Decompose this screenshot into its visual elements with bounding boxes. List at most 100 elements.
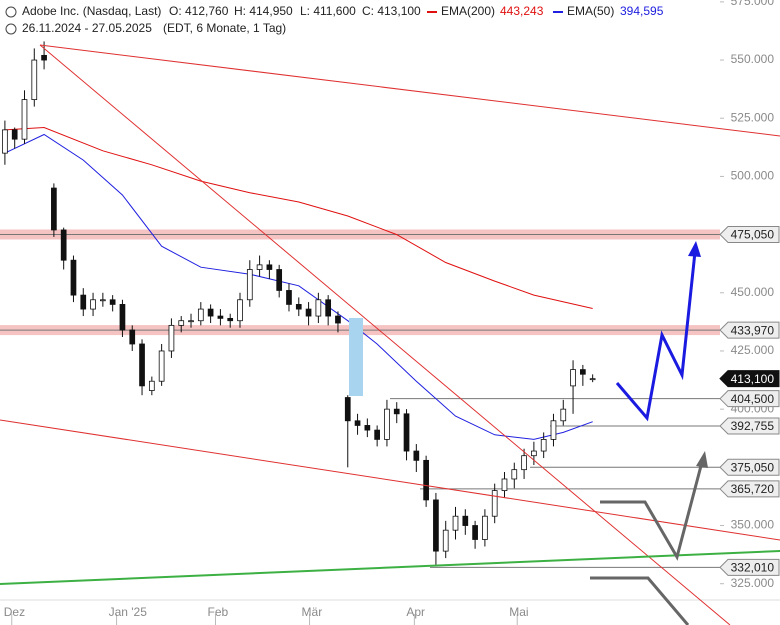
candle-body: [2, 129, 8, 154]
trend-line: [39, 44, 780, 137]
candle-body: [246, 269, 253, 301]
legend-value: 443,243: [500, 4, 544, 18]
candle-body: [570, 369, 576, 387]
candle-body: [354, 420, 361, 426]
candle-body: [540, 439, 547, 452]
y-tick-label: 425.000: [731, 343, 775, 357]
x-tick-label: Dez: [4, 605, 25, 619]
y-tick-label: 500.000: [731, 169, 775, 183]
candle-body: [511, 469, 518, 480]
candle-body: [188, 320, 194, 323]
y-tick-label: 325.000: [731, 576, 775, 590]
header-high: H: 414,950: [234, 4, 293, 18]
candle-body: [129, 329, 136, 345]
y-tick-label: 525.000: [731, 110, 775, 124]
level-label: 392,755: [731, 419, 775, 433]
candle-body: [491, 490, 498, 517]
candle-body: [217, 315, 224, 319]
candle-body: [433, 499, 439, 552]
level-label: 404,500: [731, 392, 775, 406]
candle-body: [393, 408, 400, 415]
candle-body: [80, 294, 87, 310]
candle-body: [374, 429, 380, 440]
symbol-icon: [5, 6, 17, 18]
candle-body: [305, 308, 312, 317]
legend-label: EMA(50): [567, 4, 614, 18]
candle-body: [51, 187, 57, 231]
level-label-box: [719, 370, 780, 388]
candle-body: [560, 408, 567, 422]
candle-body: [315, 299, 322, 317]
level-label-box: [719, 480, 780, 498]
ema-line: [4, 133, 593, 440]
candle-body: [335, 315, 341, 324]
candle-body: [178, 320, 185, 326]
candle-body: [70, 259, 77, 296]
candle-body: [158, 350, 165, 382]
candle-body: [90, 299, 96, 310]
y-tick-label: 550.000: [731, 52, 775, 66]
candle-body: [550, 420, 557, 440]
candle-body: [482, 515, 488, 540]
header: Adobe Inc. (Nasdaq, Last) O: 412,760 H: …: [5, 4, 664, 35]
y-tick-label: 575.000: [731, 0, 775, 8]
level-label: 433,970: [731, 323, 775, 337]
y-tick-label: 350.000: [731, 518, 775, 532]
candle-body: [21, 99, 28, 140]
candle-body: [521, 455, 527, 471]
level-label: 413,100: [731, 372, 775, 386]
header-low: L: 411,600: [300, 4, 356, 18]
level-label: 375,050: [731, 460, 775, 474]
candle-body: [11, 129, 18, 140]
level-label: 365,720: [731, 482, 775, 496]
candle-body: [325, 299, 332, 317]
chart-settings: (EDT, 6 Monate, 1 Tag): [163, 21, 286, 35]
candle-body: [148, 380, 155, 391]
candle-body: [227, 317, 234, 322]
level-label: 332,010: [731, 561, 775, 575]
candle-body: [423, 459, 429, 501]
candle-body: [139, 343, 145, 387]
scenario-arrow: [615, 251, 697, 422]
candle-body: [344, 397, 351, 422]
candle-body: [589, 378, 596, 381]
arrow-head: [688, 241, 701, 257]
candle-body: [364, 425, 371, 431]
candle-body: [256, 264, 263, 270]
scenario-arrow: [590, 576, 690, 625]
candle-body: [197, 308, 204, 322]
drawings: [0, 44, 780, 625]
ema-line: [4, 126, 593, 309]
candle-body: [286, 290, 292, 305]
foreground-layer: 475,050 433,970 413,100 404,500 392,755 375,0…: [719, 225, 780, 576]
candle-body: [531, 450, 537, 457]
trend-line: [39, 44, 731, 625]
clock-icon: [5, 23, 17, 35]
candle-body: [31, 59, 38, 101]
candle-body: [580, 369, 586, 375]
candle-body: [266, 264, 273, 270]
level-label-box: [719, 458, 780, 476]
candle-body: [413, 450, 420, 461]
x-tick-label: Mai: [509, 605, 528, 619]
candle-body: [207, 308, 214, 317]
candle-body: [442, 529, 449, 552]
legend-value: 394,595: [620, 4, 664, 18]
candle-body: [60, 229, 67, 261]
candle-body: [168, 324, 175, 352]
candle-body: [462, 515, 469, 526]
candle-body: [119, 304, 126, 331]
candle-body: [452, 515, 459, 531]
candle-body: [403, 413, 410, 452]
candle-body: [109, 299, 116, 305]
x-tick-label: Mär: [302, 605, 323, 619]
header-title: Adobe Inc. (Nasdaq, Last): [22, 4, 161, 18]
highlight-box: [349, 318, 363, 396]
y-tick-label: 450.000: [731, 285, 775, 299]
x-tick-label: Apr: [406, 605, 425, 619]
candle-body: [472, 525, 478, 540]
level-label-box: [719, 225, 780, 243]
legend-label: EMA(200): [441, 4, 495, 18]
candle-body: [237, 299, 243, 322]
